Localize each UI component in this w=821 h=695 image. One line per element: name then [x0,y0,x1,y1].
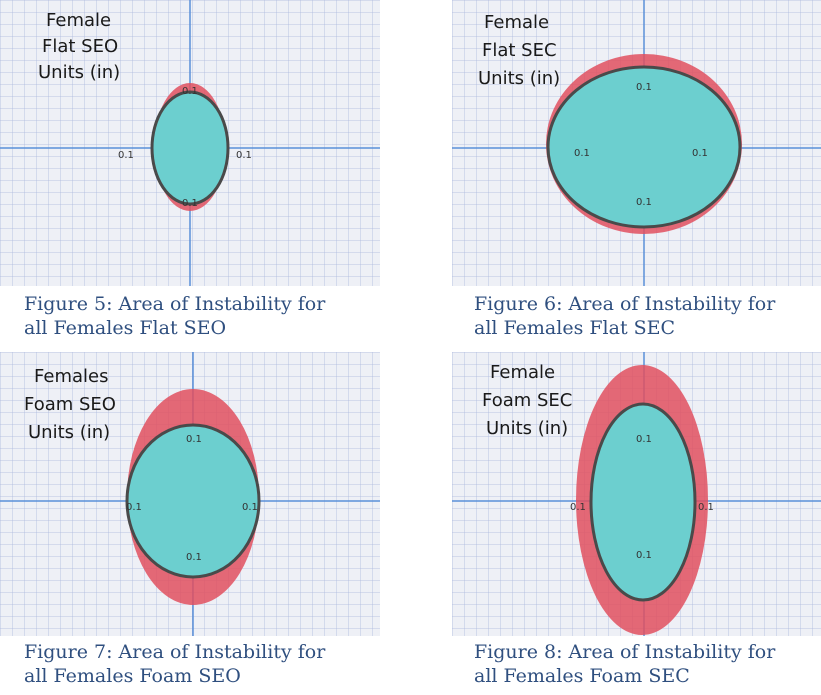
tick-label-bottom: 0.1 [186,552,202,563]
tick-label-right: 0.1 [692,148,708,159]
caption-line-2: all Females Flat SEO [24,317,227,339]
tick-label-left: 0.1 [574,148,590,159]
tick-label-left: 0.1 [118,150,134,161]
tick-label-top: 0.1 [182,86,198,97]
tick-label-top: 0.1 [186,434,202,445]
plot-figure-7: Females Foam SEO Units (in) 0.1 0.1 0.1 … [0,352,380,636]
tick-label-left: 0.1 [126,502,142,513]
plot-figure-5: Female Flat SEO Units (in) 0.1 0.1 0.1 0… [0,0,380,286]
plot-title-line-2: Foam SEC [482,390,572,411]
plot-title-line-3: Units (in) [38,62,120,83]
caption-line-1: Figure 6: Area of Instability for [474,293,776,315]
tick-label-top: 0.1 [636,434,652,445]
caption-line-1: Figure 5: Area of Instability for [24,293,326,315]
plot-title-line-3: Units (in) [28,422,110,443]
caption-line-1: Figure 7: Area of Instability for [24,641,326,663]
plot-figure-8: Female Foam SEC Units (in) 0.1 0.1 0.1 0… [452,352,821,636]
caption-line-2: all Females Flat SEC [474,317,676,339]
caption-line-2: all Females Foam SEC [474,665,690,687]
plot-title-line-2: Foam SEO [24,394,116,415]
panel-figure-7: Females Foam SEO Units (in) 0.1 0.1 0.1 … [0,352,380,687]
tick-label-left: 0.1 [570,502,586,513]
panel-figure-8: Female Foam SEC Units (in) 0.1 0.1 0.1 0… [452,352,821,687]
tick-label-bottom: 0.1 [636,197,652,208]
plot-figure-6: Female Flat SEC Units (in) 0.1 0.1 0.1 0… [452,0,821,286]
figure-caption: Figure 8: Area of Instability for all Fe… [474,640,775,688]
inner-instability-ellipse [546,65,742,229]
tick-label-top: 0.1 [636,82,652,93]
figure-caption: Figure 5: Area of Instability for all Fe… [24,292,325,340]
caption-line-1: Figure 8: Area of Instability for [474,641,776,663]
tick-label-right: 0.1 [236,150,252,161]
panel-figure-6: Female Flat SEC Units (in) 0.1 0.1 0.1 0… [452,0,821,339]
plot-title-line-3: Units (in) [486,418,568,439]
tick-label-bottom: 0.1 [182,198,198,209]
plot-title-line-3: Units (in) [478,68,560,89]
figure-caption: Figure 7: Area of Instability for all Fe… [24,640,325,688]
inner-instability-ellipse [125,423,261,579]
plot-title-line-1: Females [34,366,108,387]
plot-title-line-1: Female [484,12,549,33]
plot-title-line-2: Flat SEC [482,40,557,61]
caption-line-2: all Females Foam SEO [24,665,241,687]
plot-title-line-2: Flat SEO [42,36,118,57]
tick-label-right: 0.1 [698,502,714,513]
tick-label-right: 0.1 [242,502,258,513]
plot-title-line-1: Female [490,362,555,383]
inner-instability-ellipse [150,90,230,206]
inner-instability-ellipse [589,402,697,602]
figure-caption: Figure 6: Area of Instability for all Fe… [474,292,775,340]
panel-figure-5: Female Flat SEO Units (in) 0.1 0.1 0.1 0… [0,0,380,339]
plot-title-line-1: Female [46,10,111,31]
tick-label-bottom: 0.1 [636,550,652,561]
